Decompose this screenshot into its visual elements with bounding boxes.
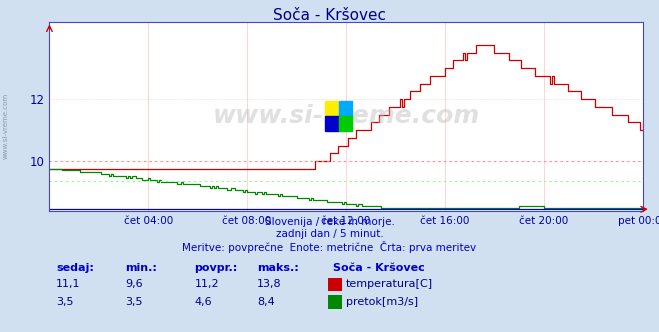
- Bar: [339, 101, 352, 116]
- Text: www.si-vreme.com: www.si-vreme.com: [2, 93, 9, 159]
- Text: 11,1: 11,1: [56, 279, 80, 289]
- Text: 8,4: 8,4: [257, 297, 275, 307]
- Text: 9,6: 9,6: [125, 279, 143, 289]
- Text: www.si-vreme.com: www.si-vreme.com: [212, 104, 480, 128]
- Text: Meritve: povprečne  Enote: metrične  Črta: prva meritev: Meritve: povprečne Enote: metrične Črta:…: [183, 241, 476, 253]
- Text: pretok[m3/s]: pretok[m3/s]: [346, 297, 418, 307]
- Text: Slovenija / reke in morje.: Slovenija / reke in morje.: [264, 217, 395, 227]
- Text: min.:: min.:: [125, 263, 157, 273]
- Text: 4,6: 4,6: [194, 297, 212, 307]
- Text: povpr.:: povpr.:: [194, 263, 238, 273]
- Bar: [339, 116, 352, 131]
- Bar: [326, 116, 339, 131]
- Text: Soča - Kršovec: Soča - Kršovec: [333, 263, 424, 273]
- Text: 3,5: 3,5: [56, 297, 74, 307]
- Text: 11,2: 11,2: [194, 279, 219, 289]
- Text: temperatura[C]: temperatura[C]: [346, 279, 433, 289]
- Text: maks.:: maks.:: [257, 263, 299, 273]
- Text: zadnji dan / 5 minut.: zadnji dan / 5 minut.: [275, 229, 384, 239]
- Text: sedaj:: sedaj:: [56, 263, 94, 273]
- Text: 3,5: 3,5: [125, 297, 143, 307]
- Text: Soča - Kršovec: Soča - Kršovec: [273, 8, 386, 23]
- Bar: [326, 101, 339, 116]
- Text: 13,8: 13,8: [257, 279, 281, 289]
